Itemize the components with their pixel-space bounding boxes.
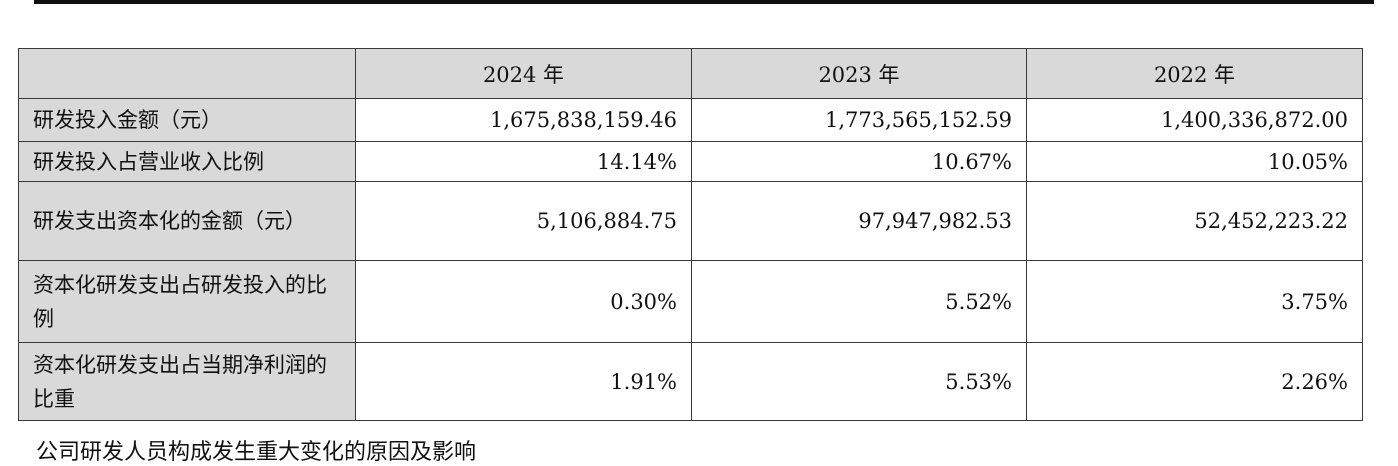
row-label: 研发支出资本化的金额（元）	[18, 181, 356, 261]
value-cell: 2.26%	[1026, 342, 1363, 421]
value-cell: 5.52%	[691, 260, 1027, 343]
table-row: 资本化研发支出占当期净利润的比重 1.91% 5.53% 2.26%	[18, 342, 1363, 421]
header-corner-cell	[18, 48, 356, 99]
row-label: 研发投入金额（元）	[18, 98, 356, 142]
value-cell: 3.75%	[1026, 260, 1363, 343]
value-cell: 10.05%	[1026, 141, 1363, 182]
value-cell: 52,452,223.22	[1026, 181, 1363, 261]
header-year-2022: 2022 年	[1026, 48, 1363, 99]
table-row: 研发投入金额（元） 1,675,838,159.46 1,773,565,152…	[18, 98, 1363, 142]
table-row: 资本化研发支出占研发投入的比例 0.30% 5.52% 3.75%	[18, 260, 1363, 343]
value-cell: 5,106,884.75	[355, 181, 692, 261]
table-row: 研发投入占营业收入比例 14.14% 10.67% 10.05%	[18, 141, 1363, 182]
value-cell: 97,947,982.53	[691, 181, 1027, 261]
section-heading-text: 公司研发人员构成发生重大变化的原因及影响	[36, 440, 477, 465]
row-label: 研发投入占营业收入比例	[18, 141, 356, 182]
row-label: 资本化研发支出占研发投入的比例	[18, 260, 356, 343]
value-cell: 1,675,838,159.46	[355, 98, 692, 142]
table-row: 研发支出资本化的金额（元） 5,106,884.75 97,947,982.53…	[18, 181, 1363, 261]
value-cell: 14.14%	[355, 141, 692, 182]
value-cell: 1,773,565,152.59	[691, 98, 1027, 142]
value-cell: 0.30%	[355, 260, 692, 343]
top-divider-rule	[34, 0, 1374, 4]
value-cell: 10.67%	[691, 141, 1027, 182]
value-cell: 1.91%	[355, 342, 692, 421]
rd-investment-table: 2024 年 2023 年 2022 年 研发投入金额（元） 1,675,838…	[18, 48, 1363, 421]
header-year-2024: 2024 年	[355, 48, 692, 99]
header-year-2023: 2023 年	[691, 48, 1027, 99]
value-cell: 1,400,336,872.00	[1026, 98, 1363, 142]
table-header-row: 2024 年 2023 年 2022 年	[18, 48, 1363, 99]
row-label: 资本化研发支出占当期净利润的比重	[18, 342, 356, 421]
value-cell: 5.53%	[691, 342, 1027, 421]
